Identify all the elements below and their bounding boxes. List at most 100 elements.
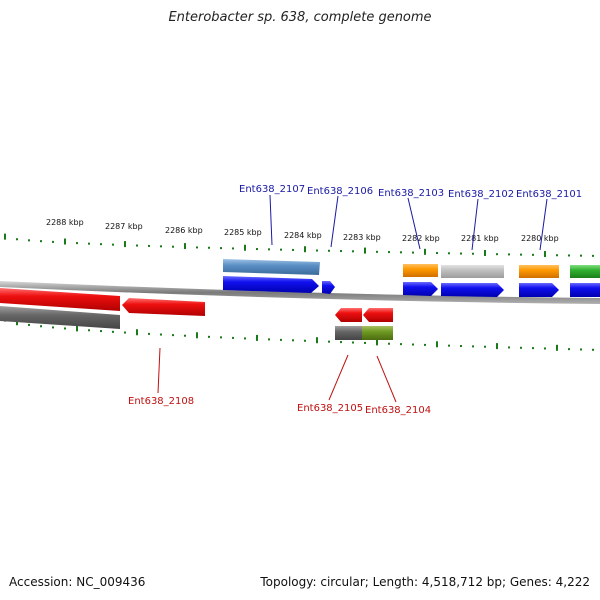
minor-tick [388, 342, 390, 345]
minor-tick [220, 247, 222, 250]
major-tick [364, 247, 366, 254]
minor-tick [460, 345, 462, 348]
minor-tick [256, 248, 258, 251]
forward-labels: Ent638_2107 Ent638_2106 Ent638_2103 Ent6… [239, 184, 582, 251]
minor-tick [208, 335, 210, 338]
minor-tick [376, 250, 378, 253]
minor-tick [532, 253, 534, 256]
minor-tick [268, 338, 270, 341]
minor-tick [340, 341, 342, 344]
tick-label: 2288 kbp [46, 218, 84, 227]
major-tick [424, 248, 426, 255]
minor-tick [280, 338, 282, 341]
minor-tick [388, 251, 390, 254]
minor-tick [460, 252, 462, 255]
gene-2108b-cds[interactable] [0, 288, 120, 311]
gene-2101-cds[interactable] [519, 283, 559, 297]
minor-tick [400, 251, 402, 254]
minor-tick [172, 334, 174, 337]
minor-tick [568, 254, 570, 257]
gene-2103-cog[interactable] [403, 264, 438, 277]
tick-label: 2280 kbp [521, 234, 559, 243]
major-tick [304, 246, 306, 253]
minor-tick [244, 337, 246, 340]
gene-2101-cog[interactable] [519, 265, 559, 278]
minor-tick [520, 346, 522, 349]
minor-tick [412, 251, 414, 254]
minor-tick [76, 242, 78, 245]
minor-tick [544, 347, 546, 350]
minor-tick [268, 248, 270, 251]
minor-tick [280, 248, 282, 251]
minor-tick [340, 250, 342, 253]
minor-tick [580, 254, 582, 257]
minor-tick [328, 249, 330, 252]
gene-2104-cog[interactable] [362, 326, 393, 340]
reverse-labels: Ent638_2108 Ent638_2105 Ent638_2104 [128, 347, 431, 416]
gene-2108b-cog[interactable] [0, 306, 120, 329]
minor-tick [88, 242, 90, 245]
minor-tick [40, 240, 42, 243]
minor-tick [436, 252, 438, 255]
minor-tick [304, 339, 306, 342]
gene-2102-cog[interactable] [441, 265, 504, 278]
gene-label-2108[interactable]: Ent638_2108 [128, 396, 194, 407]
tick-label: 2285 kbp [224, 228, 262, 237]
minor-tick [28, 239, 30, 242]
outer-tick-track [4, 233, 594, 258]
gene-label-2106[interactable]: Ent638_2106 [307, 186, 373, 197]
major-tick [124, 241, 126, 248]
minor-tick [88, 329, 90, 332]
gene-label-2102[interactable]: Ent638_2102 [448, 189, 514, 200]
gene-label-2107[interactable]: Ent638_2107 [239, 184, 305, 195]
minor-tick [196, 246, 198, 249]
callout-line [407, 197, 421, 250]
reverse-genes [0, 288, 393, 340]
minor-tick [424, 343, 426, 346]
minor-tick [220, 336, 222, 339]
callout-line [539, 198, 548, 251]
major-tick [64, 238, 66, 245]
callout-line [376, 355, 397, 403]
gene-next-cds[interactable] [570, 283, 600, 297]
gene-2107-cds[interactable] [223, 276, 319, 293]
gene-2103-cds[interactable] [403, 282, 438, 296]
gene-label-2105[interactable]: Ent638_2105 [297, 403, 363, 414]
gene-label-2104[interactable]: Ent638_2104 [365, 405, 431, 416]
gene-2104-cds[interactable] [363, 308, 393, 322]
minor-tick [40, 325, 42, 328]
gene-2105-cds[interactable] [335, 308, 362, 322]
minor-tick [508, 253, 510, 256]
gene-next-cog[interactable] [570, 265, 600, 278]
minor-tick [16, 238, 18, 241]
minor-tick [28, 323, 30, 326]
gene-2107-cog[interactable] [223, 259, 320, 275]
genome-summary: Topology: circular; Length: 4,518,712 bp… [260, 575, 590, 589]
callout-line [269, 194, 273, 246]
gene-label-2103[interactable]: Ent638_2103 [378, 188, 444, 199]
gene-label-2101[interactable]: Ent638_2101 [516, 189, 582, 200]
major-tick [256, 334, 258, 341]
gene-2108-cds[interactable] [122, 298, 205, 316]
gene-2105-cog[interactable] [335, 326, 362, 340]
major-tick [4, 233, 6, 240]
major-tick [316, 337, 318, 344]
major-tick [136, 329, 138, 336]
minor-tick [292, 248, 294, 251]
minor-tick [124, 331, 126, 334]
gene-2106-cds[interactable] [322, 281, 335, 294]
minor-tick [352, 250, 354, 253]
major-tick [376, 339, 378, 346]
minor-tick [148, 244, 150, 247]
minor-tick [568, 348, 570, 351]
callout-line [471, 198, 479, 251]
minor-tick [532, 347, 534, 350]
major-tick [184, 243, 186, 250]
kbp-labels: 2288 kbp 2287 kbp 2286 kbp 2285 kbp 2284… [46, 218, 559, 243]
gene-2102-cds[interactable] [441, 283, 504, 297]
callout-line [328, 354, 349, 401]
major-tick [496, 343, 498, 350]
minor-tick [508, 346, 510, 349]
minor-tick [292, 339, 294, 342]
